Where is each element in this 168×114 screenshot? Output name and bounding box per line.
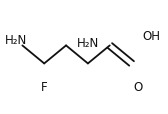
Text: F: F [41, 81, 48, 94]
Text: H₂N: H₂N [5, 34, 27, 47]
Text: OH: OH [142, 30, 160, 43]
Text: H₂N: H₂N [77, 36, 99, 49]
Text: O: O [133, 81, 142, 94]
